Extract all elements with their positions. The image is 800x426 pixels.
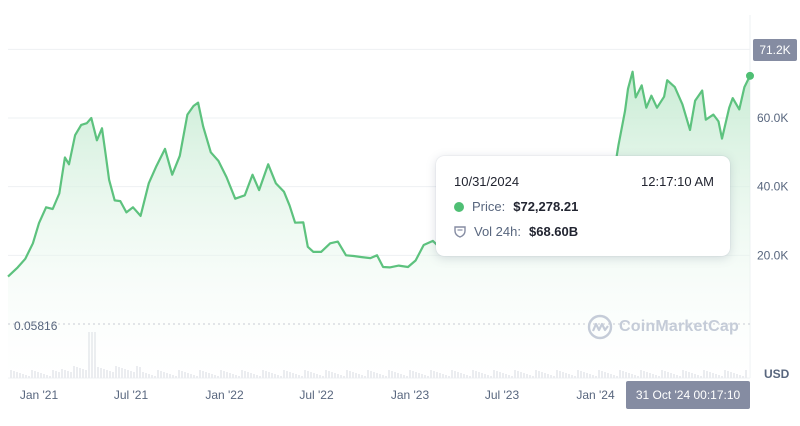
- tooltip-volume-value: $68.60B: [529, 224, 579, 239]
- coinmarketcap-logo-icon: [587, 314, 613, 340]
- x-tick-label: Jan '22: [205, 388, 244, 402]
- x-tick-label: Jul '22: [299, 388, 334, 402]
- watermark-text: CoinMarketCap: [619, 318, 739, 335]
- tooltip-price-value: $72,278.21: [513, 199, 579, 214]
- current-price-dot: [746, 71, 754, 80]
- y-tick-label: 40.0K: [757, 180, 788, 194]
- x-tick-label: Jan '21: [20, 388, 59, 402]
- y-tick-label: 60.0K: [757, 111, 788, 125]
- x-tick-label: Jul '23: [485, 388, 520, 402]
- x-tick-label: Jan '24: [576, 388, 615, 402]
- tooltip-volume-row: Vol 24h: $68.60B: [454, 224, 578, 239]
- x-tick-label: Jan '23: [391, 388, 430, 402]
- price-line: [7, 70, 751, 278]
- tooltip-date: 10/31/2024: [454, 174, 520, 189]
- x-tick-label: Jul '21: [114, 388, 149, 402]
- tooltip-price-row: Price: $72,278.21: [454, 199, 578, 214]
- hover-date-badge: 31 Oct '24 00:17:10: [626, 381, 750, 409]
- coinmarketcap-watermark: CoinMarketCap: [587, 314, 739, 340]
- price-tooltip: 10/31/2024 12:17:10 AM Price: $72,278.21…: [436, 156, 730, 256]
- x-axis-labels: Jan '21 Jul '21 Jan '22 Jul '22 Jan '23 Jul '…: [20, 388, 615, 402]
- current-price-badge: 71.2K: [753, 39, 797, 61]
- y-axis-labels: 20.0K 40.0K 60.0K: [757, 111, 788, 262]
- tooltip-time: 12:17:10 AM: [641, 174, 714, 189]
- currency-label: USD: [764, 367, 790, 381]
- y-tick-label: 20.0K: [757, 248, 788, 262]
- price-dot-icon: [454, 201, 464, 212]
- baseline-label: 0.05816: [14, 319, 58, 333]
- tooltip-price-label: Price:: [472, 199, 506, 214]
- tooltip-volume-label: Vol 24h:: [474, 224, 521, 239]
- price-area-fill: [8, 71, 750, 378]
- volume-shield-icon: [454, 225, 466, 238]
